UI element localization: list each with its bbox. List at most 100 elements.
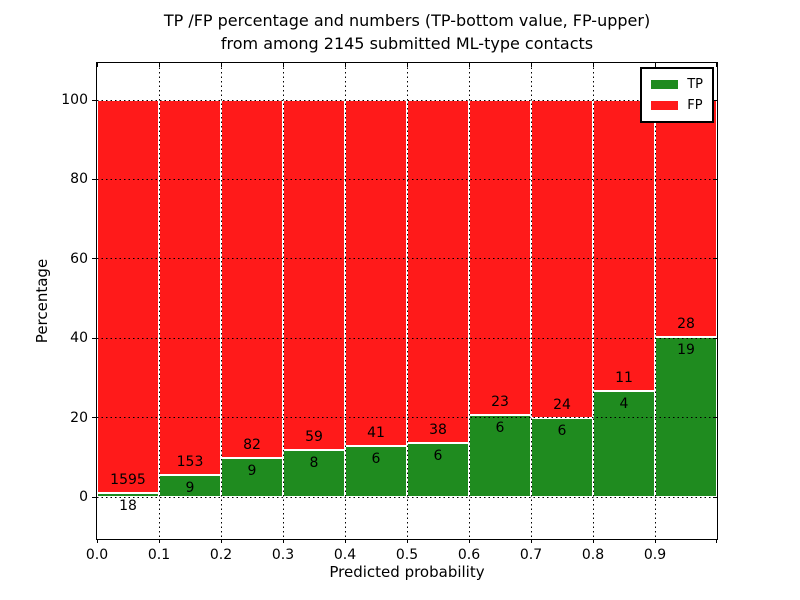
y-tick-label: 100 xyxy=(61,92,88,108)
chart-title-line2: from among 2145 submitted ML-type contac… xyxy=(220,34,594,53)
vertical-gridline xyxy=(592,63,594,539)
x-tick-label: 0.1 xyxy=(147,547,171,563)
tp-bar-segment xyxy=(531,417,593,497)
tp-count-label: 8 xyxy=(309,454,319,471)
fp-count-label: 1595 xyxy=(110,471,146,488)
vertical-gridline xyxy=(282,63,284,539)
y-tick-mark-right xyxy=(713,496,717,498)
tp-count-label: 9 xyxy=(185,479,195,496)
fp-bar-segment xyxy=(221,100,283,458)
x-tick-mark xyxy=(715,539,717,543)
tp-count-label: 4 xyxy=(619,396,629,413)
fp-count-label: 38 xyxy=(429,421,447,438)
fp-bar-segment xyxy=(593,100,655,392)
y-tick-mark xyxy=(92,99,96,101)
y-tick-mark xyxy=(92,496,96,498)
tp-bar-segment xyxy=(655,336,717,497)
fp-count-label: 41 xyxy=(367,425,385,442)
x-tick-mark xyxy=(96,539,98,543)
x-tick-mark-top xyxy=(468,63,470,67)
y-tick-mark-right xyxy=(713,99,717,101)
x-tick-mark xyxy=(344,539,346,543)
y-tick-mark xyxy=(92,258,96,260)
tp-count-label: 6 xyxy=(371,451,381,468)
y-tick-label: 40 xyxy=(70,330,88,347)
y-tick-mark-right xyxy=(713,337,717,339)
y-tick-mark-right xyxy=(713,178,717,180)
tp-bar-segment xyxy=(469,414,531,497)
fp-count-label: 11 xyxy=(615,370,633,387)
chart-title-line1: TP /FP percentage and numbers (TP-bottom… xyxy=(163,11,651,30)
chart-title: TP /FP percentage and numbers (TP-bottom… xyxy=(96,9,718,55)
y-tick-label: 20 xyxy=(70,409,88,426)
x-tick-mark-top xyxy=(530,63,532,67)
x-tick-label: 0.4 xyxy=(333,547,357,563)
tp-bar-segment xyxy=(345,446,407,497)
fp-count-label: 153 xyxy=(176,453,204,470)
vertical-gridline xyxy=(654,63,656,539)
x-tick-mark-top xyxy=(158,63,160,67)
x-tick-mark xyxy=(654,539,656,543)
tp-count-label: 18 xyxy=(119,497,137,514)
x-tick-mark-top xyxy=(406,63,408,67)
legend-label: FP xyxy=(687,98,703,113)
legend-row: TP xyxy=(651,74,703,95)
x-tick-mark-top xyxy=(344,63,346,67)
x-tick-mark-top xyxy=(592,63,594,67)
y-tick-mark xyxy=(92,178,96,180)
y-tick-label: 80 xyxy=(70,171,88,188)
x-tick-mark xyxy=(530,539,532,543)
x-tick-label: 0.7 xyxy=(519,547,543,563)
x-tick-mark xyxy=(406,539,408,543)
fp-count-label: 59 xyxy=(305,428,323,445)
fp-bar-segment xyxy=(159,100,221,475)
plot-area: TP FP 1595 18 153 9 82 9 59 8 41 6 38 6 23 6 24 6 11 4 28 19 xyxy=(92,62,718,543)
fp-count-label: 28 xyxy=(677,315,695,332)
x-tick-mark-top xyxy=(715,63,717,67)
legend-row: FP xyxy=(651,95,703,116)
x-tick-mark xyxy=(468,539,470,543)
x-tick-mark xyxy=(220,539,222,543)
vertical-gridline xyxy=(220,63,222,539)
tp-bar-segment xyxy=(221,457,283,497)
fp-count-label: 23 xyxy=(491,393,509,410)
x-tick-label: 0.0 xyxy=(85,547,109,563)
vertical-gridline xyxy=(530,63,532,539)
x-tick-mark-top xyxy=(654,63,656,67)
tp-count-label: 6 xyxy=(557,422,567,439)
x-axis-label: Predicted probability xyxy=(329,563,485,581)
x-tick-label: 0.6 xyxy=(457,547,481,563)
legend: TP FP xyxy=(640,67,714,123)
y-tick-label: 0 xyxy=(79,489,88,505)
x-tick-label: 0.8 xyxy=(581,547,605,563)
y-tick-mark xyxy=(92,417,96,419)
vertical-gridline xyxy=(468,63,470,539)
fp-count-label: 82 xyxy=(243,436,261,453)
tp-count-label: 6 xyxy=(433,447,443,464)
fp-bar-segment xyxy=(345,100,407,447)
x-tick-mark-top xyxy=(220,63,222,67)
tp-count-label: 6 xyxy=(495,419,505,436)
fp-bar-segment xyxy=(97,100,159,493)
fp-bar-segment xyxy=(655,100,717,337)
x-tick-label: 0.9 xyxy=(643,547,667,563)
x-tick-mark xyxy=(282,539,284,543)
y-tick-mark xyxy=(92,337,96,339)
vertical-gridline xyxy=(406,63,408,539)
fp-count-label: 24 xyxy=(553,396,571,413)
x-tick-mark-top xyxy=(96,63,98,67)
y-tick-label: 60 xyxy=(70,250,88,267)
x-tick-mark-top xyxy=(282,63,284,67)
tp-bar-segment xyxy=(407,442,469,497)
vertical-gridline xyxy=(344,63,346,539)
vertical-gridline xyxy=(158,63,160,539)
legend-label: TP xyxy=(687,77,703,92)
fp-bar-segment xyxy=(407,100,469,443)
tp-legend-swatch xyxy=(651,80,679,89)
x-tick-label: 0.3 xyxy=(271,547,295,563)
y-tick-mark-right xyxy=(713,258,717,260)
y-tick-mark-right xyxy=(713,417,717,419)
x-tick-mark xyxy=(592,539,594,543)
fp-bar-segment xyxy=(283,100,345,450)
